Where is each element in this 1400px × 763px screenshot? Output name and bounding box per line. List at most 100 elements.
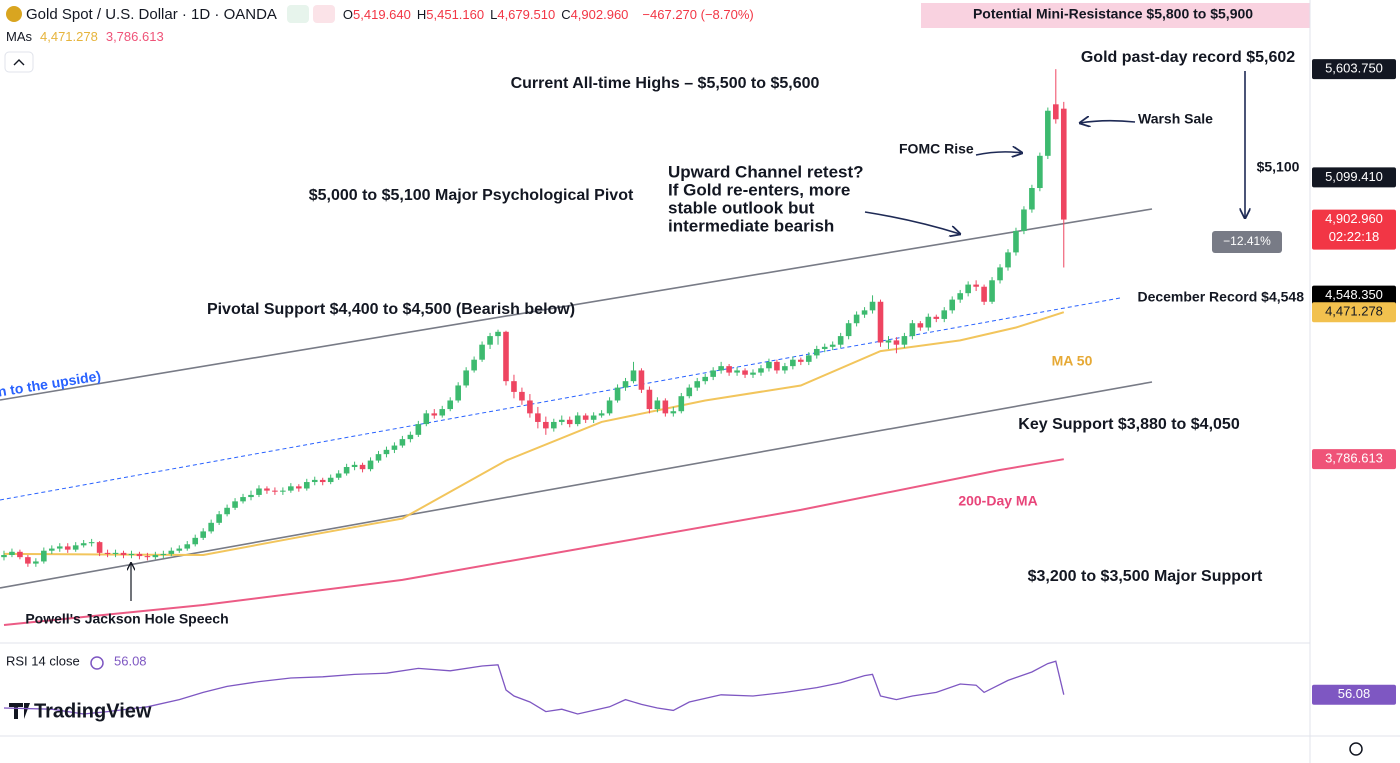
symbol-icon <box>6 6 22 22</box>
candle-body <box>455 385 461 401</box>
annotation: stable outlook but <box>668 198 815 217</box>
candle-body <box>383 449 390 455</box>
price-badge-label: 3,786.613 <box>1325 451 1383 466</box>
candle-body <box>1053 104 1059 120</box>
candle-body <box>933 316 940 319</box>
candle-body <box>566 419 573 425</box>
price-badge <box>1312 167 1396 188</box>
candle-body <box>853 314 860 324</box>
candle-body <box>630 370 637 382</box>
candle-body <box>72 545 79 550</box>
ohlc-value: 4,679.510 <box>497 6 556 22</box>
candle-body <box>25 557 31 564</box>
candle-body <box>758 368 764 373</box>
candle-body <box>471 359 477 371</box>
moving-average <box>3 311 1065 557</box>
session-icon[interactable] <box>312 5 335 23</box>
candle-body <box>837 336 844 345</box>
candle-body <box>17 551 23 558</box>
candle-body <box>431 413 438 416</box>
annotation: $5,100 <box>1257 159 1300 175</box>
candle-body <box>519 391 525 401</box>
rsi-label: RSI 14 close <box>6 653 80 668</box>
annotation: Key Support $3,880 to $4,050 <box>1018 416 1240 433</box>
price-badge <box>1312 209 1396 250</box>
candle-body <box>965 284 971 294</box>
candle-body <box>216 514 222 523</box>
candle-body <box>423 413 430 425</box>
candle-body <box>558 419 565 422</box>
candle-body <box>256 488 262 495</box>
candle-body <box>351 464 358 468</box>
ma-value: 3,786.613 <box>105 29 164 44</box>
status-icon[interactable] <box>286 5 309 23</box>
candle-body <box>574 415 581 425</box>
candle-body <box>280 490 286 492</box>
ohlc: O5,419.640 H5,451.160 L4,679.510 C4,902.960 <box>343 7 635 22</box>
candle-body <box>686 387 693 397</box>
price-badge <box>1312 449 1396 470</box>
candle-body <box>678 396 685 412</box>
candle-body <box>463 370 469 386</box>
annotation: 200-Day MA <box>958 493 1037 509</box>
candle-body <box>208 522 214 532</box>
candle-body <box>543 421 549 429</box>
candle-body <box>511 381 517 392</box>
ohlc-value: 5,419.640 <box>353 6 411 22</box>
change: −467.270 (−8.70%) <box>642 6 754 22</box>
candle-body <box>272 490 278 492</box>
candle-body <box>981 286 987 302</box>
candle-body <box>9 551 15 556</box>
candle-body <box>168 550 175 554</box>
moving-average <box>3 458 1064 626</box>
price-badge <box>1312 285 1396 306</box>
arrow <box>1080 121 1136 123</box>
ohlc-key: H <box>416 6 427 22</box>
rsi-line <box>3 660 1065 715</box>
candle-body <box>813 348 820 356</box>
annotation: FOMC Rise <box>899 141 974 157</box>
price-badge <box>1312 302 1396 323</box>
candle-body <box>399 439 406 446</box>
candle-body <box>96 542 103 553</box>
candle-body <box>288 486 294 491</box>
annotation: December Record $4,548 <box>1137 289 1304 305</box>
collapse-button[interactable] <box>4 51 34 73</box>
candle-body <box>909 323 916 337</box>
candle-body <box>192 537 199 545</box>
candle-body <box>614 387 621 401</box>
candle-body <box>327 477 334 483</box>
candle-body <box>790 359 796 367</box>
candle-body <box>303 482 310 489</box>
candle-body <box>391 445 398 450</box>
candle-body <box>694 381 701 388</box>
logo: TradingView <box>34 700 152 722</box>
candle-body <box>805 355 812 362</box>
settings-icon[interactable] <box>1349 742 1363 756</box>
price-badge-label: 4,471.278 <box>1325 304 1383 319</box>
candle-body <box>415 424 422 435</box>
candle-body <box>774 361 780 371</box>
candle-body <box>702 376 709 382</box>
candle-body <box>311 479 318 483</box>
symbol: Gold Spot / U.S. Dollar · 1D · OANDA <box>26 5 277 23</box>
candle-body <box>622 381 629 388</box>
price-badge <box>1312 59 1396 80</box>
candle-body <box>1060 108 1067 220</box>
candle-body <box>877 301 884 343</box>
candle-body <box>606 400 613 414</box>
candle-body <box>487 336 493 345</box>
annotation: Powell's Jackson Hole Speech <box>25 611 228 627</box>
candle-body <box>742 370 748 375</box>
candle-body <box>1021 209 1027 231</box>
candle-body <box>359 464 366 470</box>
candle-body <box>503 331 509 382</box>
channel-lower <box>0 381 1153 589</box>
candle-body <box>845 323 852 337</box>
candle-body <box>56 546 63 549</box>
price-badge-label: 4,902.960 <box>1325 211 1383 226</box>
candle-body <box>224 507 230 515</box>
ohlc-value: 4,902.960 <box>570 6 629 22</box>
